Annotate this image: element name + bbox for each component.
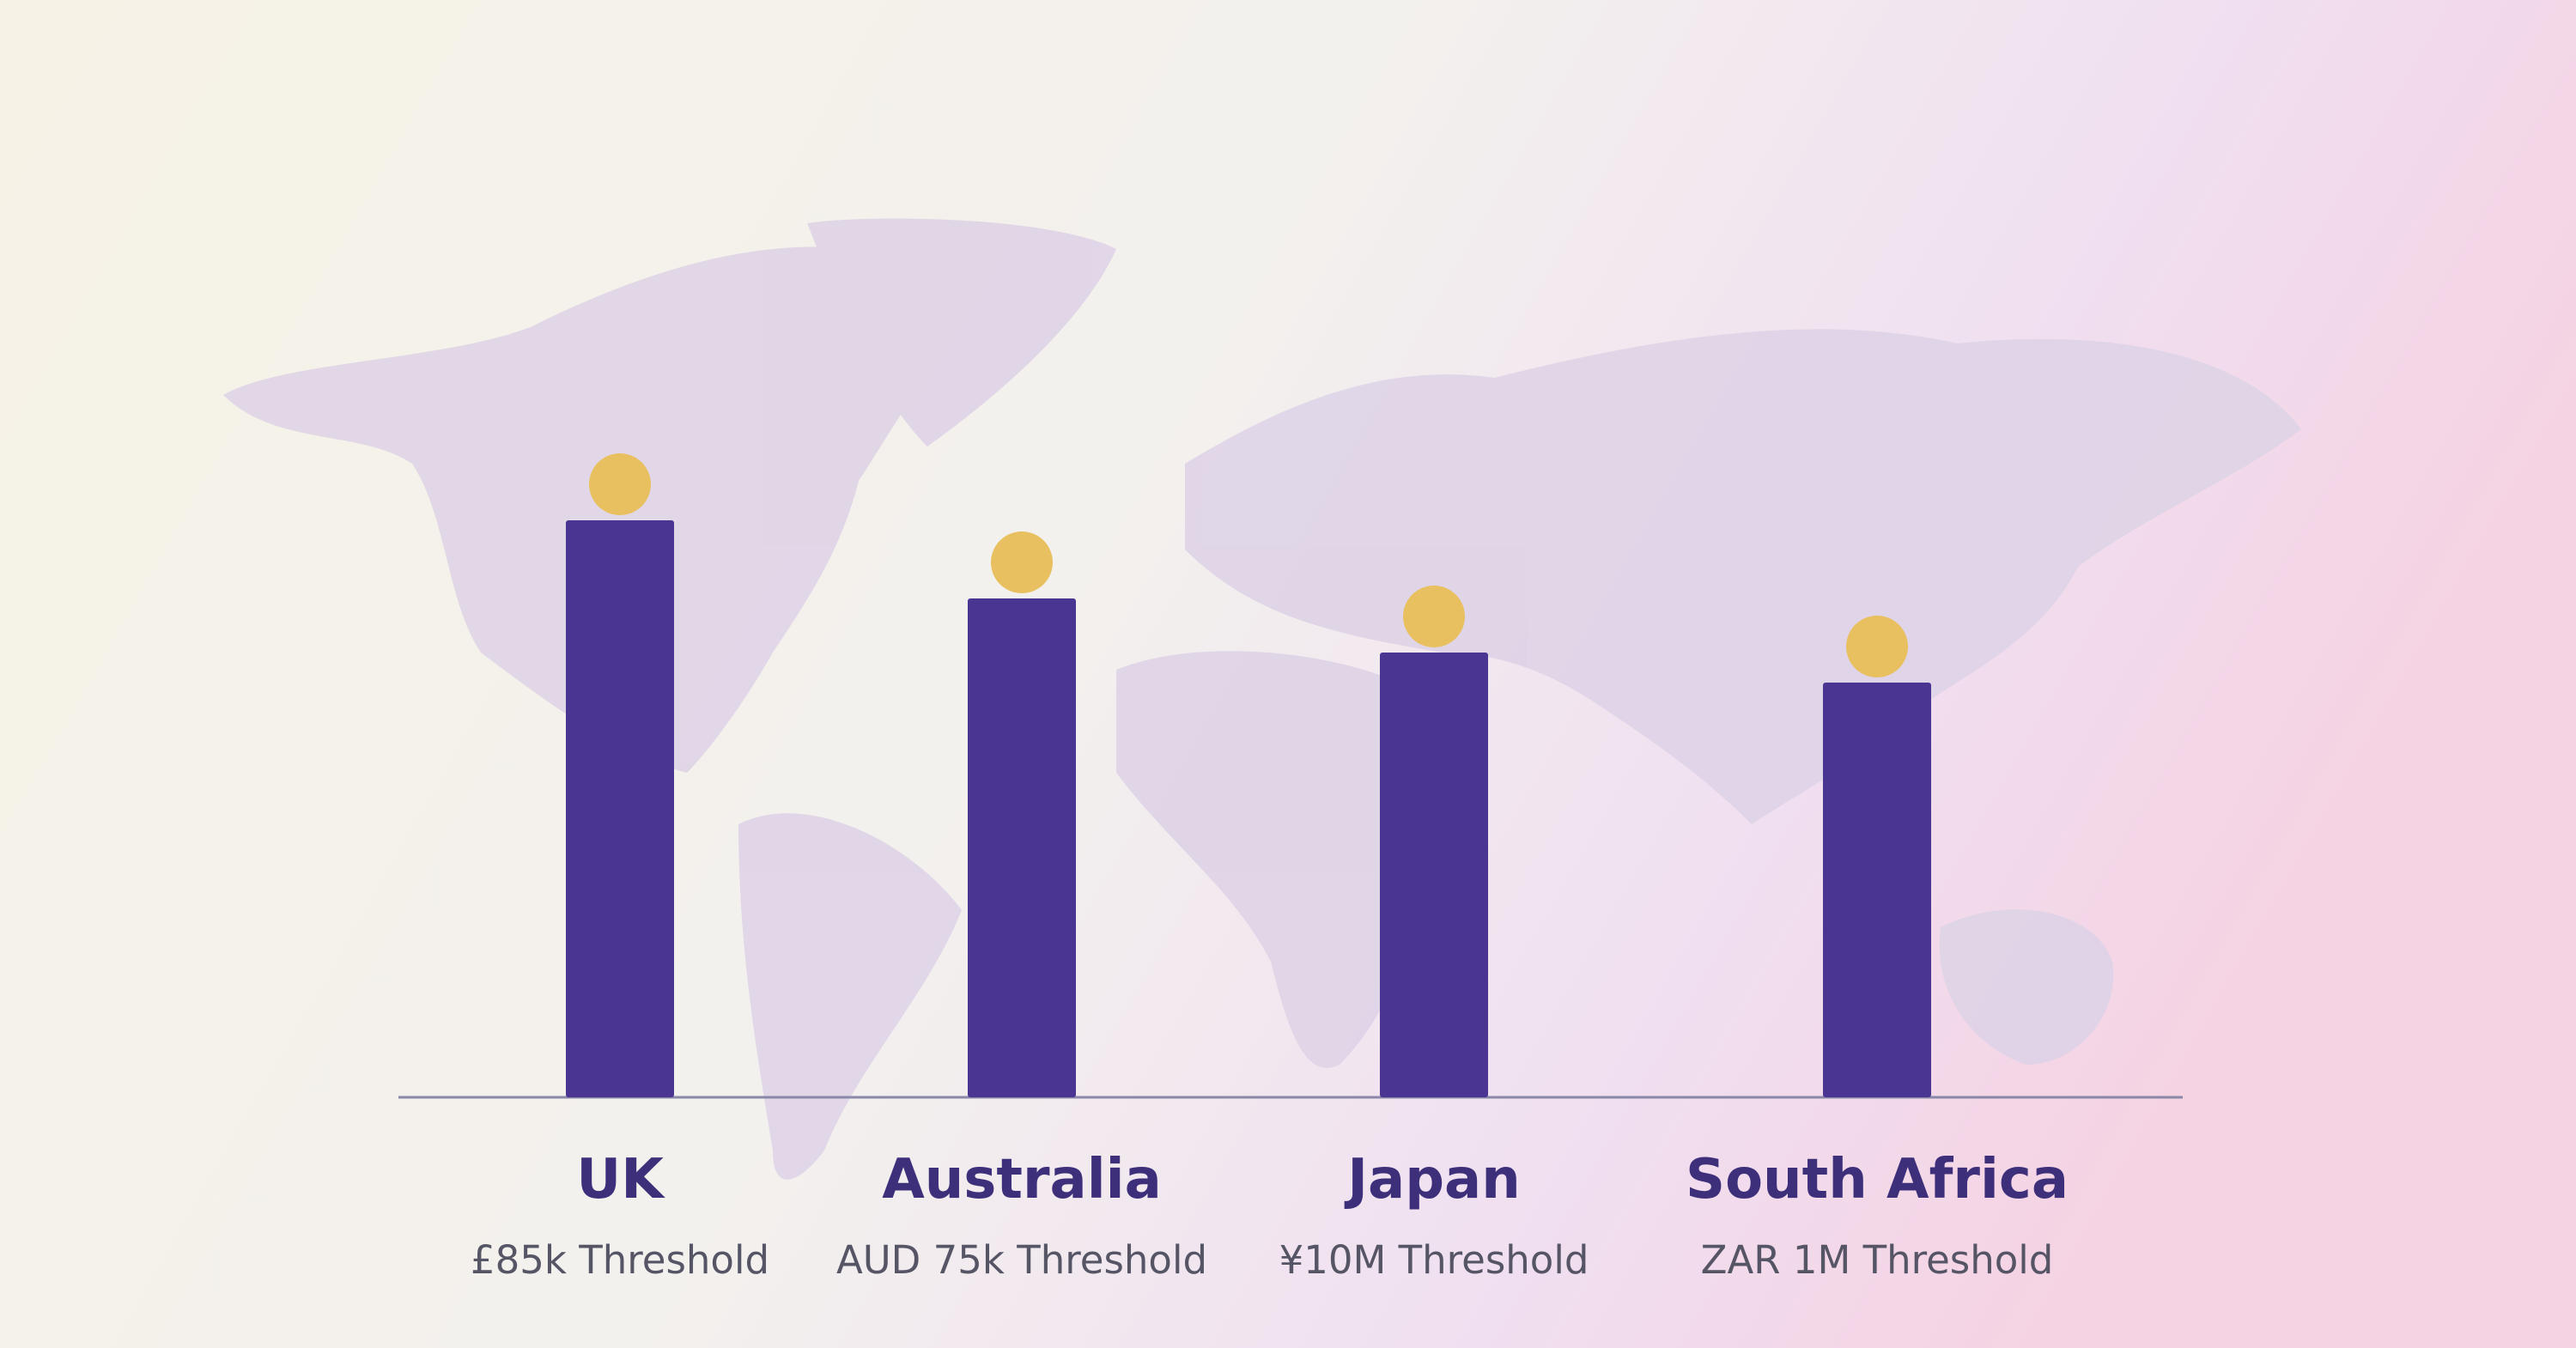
coin	[1846, 616, 1908, 677]
bar	[1823, 683, 1931, 1097]
category-label: UK	[576, 1148, 665, 1211]
category-label: Australia	[882, 1148, 1162, 1211]
category-label: South Africa	[1686, 1148, 2069, 1211]
coin	[589, 453, 651, 515]
threshold-label: ZAR 1M Threshold	[1701, 1237, 2054, 1283]
bar	[566, 520, 674, 1097]
bar	[968, 598, 1076, 1097]
coin	[1403, 586, 1465, 647]
bar	[1380, 653, 1488, 1097]
threshold-label: ¥10M Threshold	[1279, 1237, 1589, 1283]
threshold-label: AUD 75k Threshold	[836, 1237, 1207, 1283]
coin	[991, 531, 1053, 593]
threshold-label: £85k Threshold	[471, 1237, 769, 1283]
category-label: Japan	[1344, 1148, 1521, 1211]
